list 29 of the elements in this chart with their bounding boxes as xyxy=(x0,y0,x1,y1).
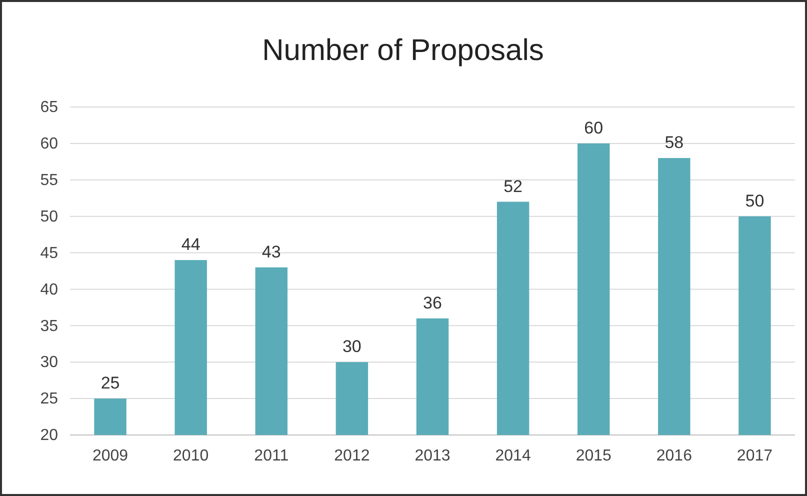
x-tick-label: 2017 xyxy=(736,447,773,464)
data-label: 36 xyxy=(423,293,442,312)
data-label: 43 xyxy=(262,242,281,262)
x-tick-label: 2009 xyxy=(92,447,128,464)
x-tick-label: 2012 xyxy=(334,447,370,464)
y-tick-label: 60 xyxy=(40,136,58,153)
x-tick-label: 2011 xyxy=(254,447,289,464)
chart-title: Number of Proposals xyxy=(262,34,544,67)
data-label: 25 xyxy=(100,374,120,393)
x-tick-label: 2010 xyxy=(173,447,209,464)
data-label: 50 xyxy=(745,191,764,210)
y-tick-label: 40 xyxy=(40,281,58,298)
x-tick-label: 2016 xyxy=(656,447,692,464)
y-tick-label: 20 xyxy=(40,427,58,444)
data-label: 60 xyxy=(584,118,604,138)
x-tick-label: 2013 xyxy=(414,447,450,464)
y-tick-label: 45 xyxy=(40,244,58,262)
data-label: 44 xyxy=(181,235,200,254)
x-tick-label: 2015 xyxy=(576,447,612,464)
y-tick-label: 25 xyxy=(40,390,58,408)
y-tick-label: 35 xyxy=(40,318,58,335)
y-tick-label: 65 xyxy=(40,99,58,116)
data-label: 30 xyxy=(342,337,362,356)
y-tick-label: 30 xyxy=(40,354,58,372)
y-tick-label: 55 xyxy=(40,172,58,190)
x-tick-label: 2014 xyxy=(495,447,531,464)
y-tick-label: 50 xyxy=(40,208,58,226)
data-label: 58 xyxy=(664,133,684,152)
data-label: 52 xyxy=(504,176,523,196)
